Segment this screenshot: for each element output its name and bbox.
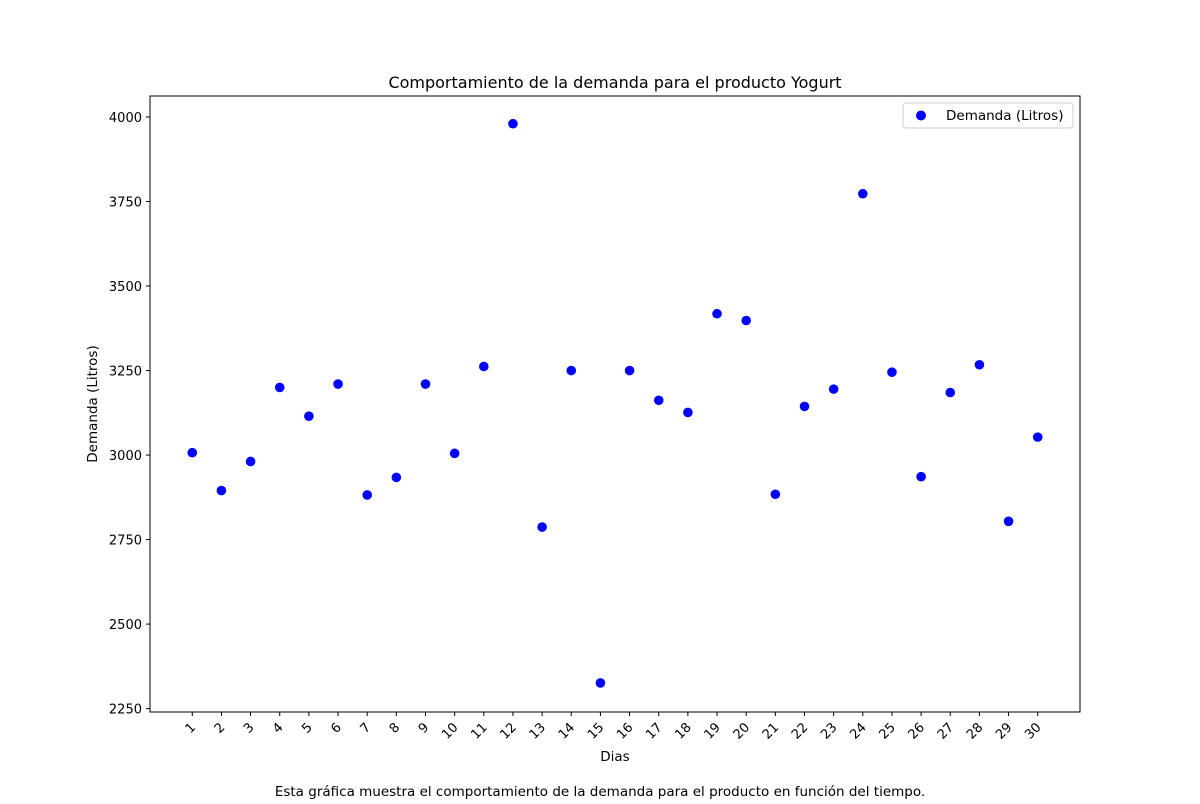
data-point xyxy=(945,387,956,398)
x-tick-label: 5 xyxy=(299,720,315,736)
x-tick-label: 14 xyxy=(556,720,578,742)
y-tick-label: 2750 xyxy=(109,534,142,549)
x-tick-label: 19 xyxy=(702,720,724,742)
x-tick-label: 25 xyxy=(876,720,898,742)
legend-label: Demanda (Litros) xyxy=(946,108,1063,124)
data-point xyxy=(887,367,897,378)
data-point xyxy=(770,489,781,500)
data-point xyxy=(741,315,751,326)
y-tick-label: 2500 xyxy=(109,618,142,633)
data-point xyxy=(1032,432,1043,442)
y-tick-label: 3500 xyxy=(109,280,142,295)
data-point xyxy=(245,456,256,467)
data-point xyxy=(595,678,606,688)
data-point xyxy=(683,407,693,418)
data-point xyxy=(799,401,810,412)
x-axis-label: Dias xyxy=(600,749,629,765)
data-point xyxy=(333,379,343,389)
plot-frame xyxy=(149,95,1081,713)
y-tick-label: 3750 xyxy=(109,195,142,210)
data-point xyxy=(653,395,664,406)
x-tick-label: 15 xyxy=(585,720,607,742)
x-tick-label: 2 xyxy=(212,720,228,736)
data-point xyxy=(537,522,547,532)
legend: Demanda (Litros) xyxy=(902,102,1074,129)
data-point xyxy=(712,308,722,319)
x-tick-label: 17 xyxy=(643,720,665,742)
x-tick-label: 18 xyxy=(672,720,694,742)
x-tick-label: 4 xyxy=(270,720,286,736)
data-point xyxy=(479,361,489,372)
data-point xyxy=(858,188,868,199)
x-tick-label: 12 xyxy=(497,720,519,742)
y-tick-label: 4000 xyxy=(109,111,142,126)
data-point xyxy=(974,359,985,370)
data-point xyxy=(624,365,635,376)
chart-title: Comportamiento de la demanda para el pro… xyxy=(388,73,841,92)
x-tick-label: 6 xyxy=(328,720,344,736)
x-tick-label: 23 xyxy=(818,720,840,742)
x-tick-label: 10 xyxy=(439,720,461,742)
x-tick-label: 27 xyxy=(935,720,957,742)
x-tick-label: 3 xyxy=(241,720,257,736)
data-point xyxy=(828,384,839,394)
x-tick-label: 30 xyxy=(1022,720,1044,742)
legend-marker xyxy=(916,110,926,121)
x-tick-label: 24 xyxy=(847,720,869,742)
data-point xyxy=(1003,516,1014,527)
x-tick-label: 20 xyxy=(731,720,753,742)
y-tick-label: 3250 xyxy=(109,365,142,380)
x-tick-label: 29 xyxy=(993,720,1015,742)
x-tick-label: 8 xyxy=(387,720,403,736)
data-point xyxy=(362,490,372,500)
data-point xyxy=(566,365,577,376)
legend-box xyxy=(902,102,1074,129)
y-axis-label: Demanda (Litros) xyxy=(85,345,101,462)
x-tick-label: 1 xyxy=(183,720,199,736)
data-point xyxy=(449,448,460,459)
x-tick-label: 16 xyxy=(614,720,636,742)
data-point xyxy=(304,411,314,421)
y-tick-label: 2250 xyxy=(109,703,142,718)
data-point xyxy=(916,471,926,482)
x-tick-label: 26 xyxy=(906,720,928,742)
data-point xyxy=(216,485,227,496)
x-tick-label: 28 xyxy=(964,720,986,742)
data-point xyxy=(420,379,431,389)
x-tick-label: 21 xyxy=(760,720,782,742)
data-point xyxy=(508,118,518,129)
chart-caption: Esta gráfica muestra el comportamiento d… xyxy=(275,784,925,800)
data-point xyxy=(391,472,402,483)
x-tick-label: 22 xyxy=(789,720,811,742)
x-tick-label: 11 xyxy=(468,720,490,742)
x-tick-label: 13 xyxy=(527,720,549,742)
data-point xyxy=(187,447,198,458)
y-tick-label: 3000 xyxy=(109,449,142,464)
x-tick-label: 9 xyxy=(416,720,432,736)
data-point xyxy=(274,382,285,393)
x-tick-label: 7 xyxy=(358,720,374,736)
